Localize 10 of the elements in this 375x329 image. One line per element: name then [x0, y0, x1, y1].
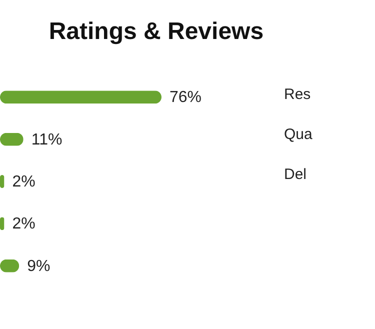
data-label: 9% — [27, 258, 50, 275]
data-label: 2% — [12, 216, 36, 233]
data-label: 76% — [170, 89, 202, 106]
data-label: 2% — [12, 174, 36, 190]
text: Qua — [284, 126, 314, 143]
bar — [0, 90, 162, 104]
chart-title: Ratings & Reviews — [48, 18, 264, 45]
text: Res — [284, 86, 311, 103]
text: Del — [284, 166, 307, 183]
data-label: 11% — [31, 131, 62, 148]
